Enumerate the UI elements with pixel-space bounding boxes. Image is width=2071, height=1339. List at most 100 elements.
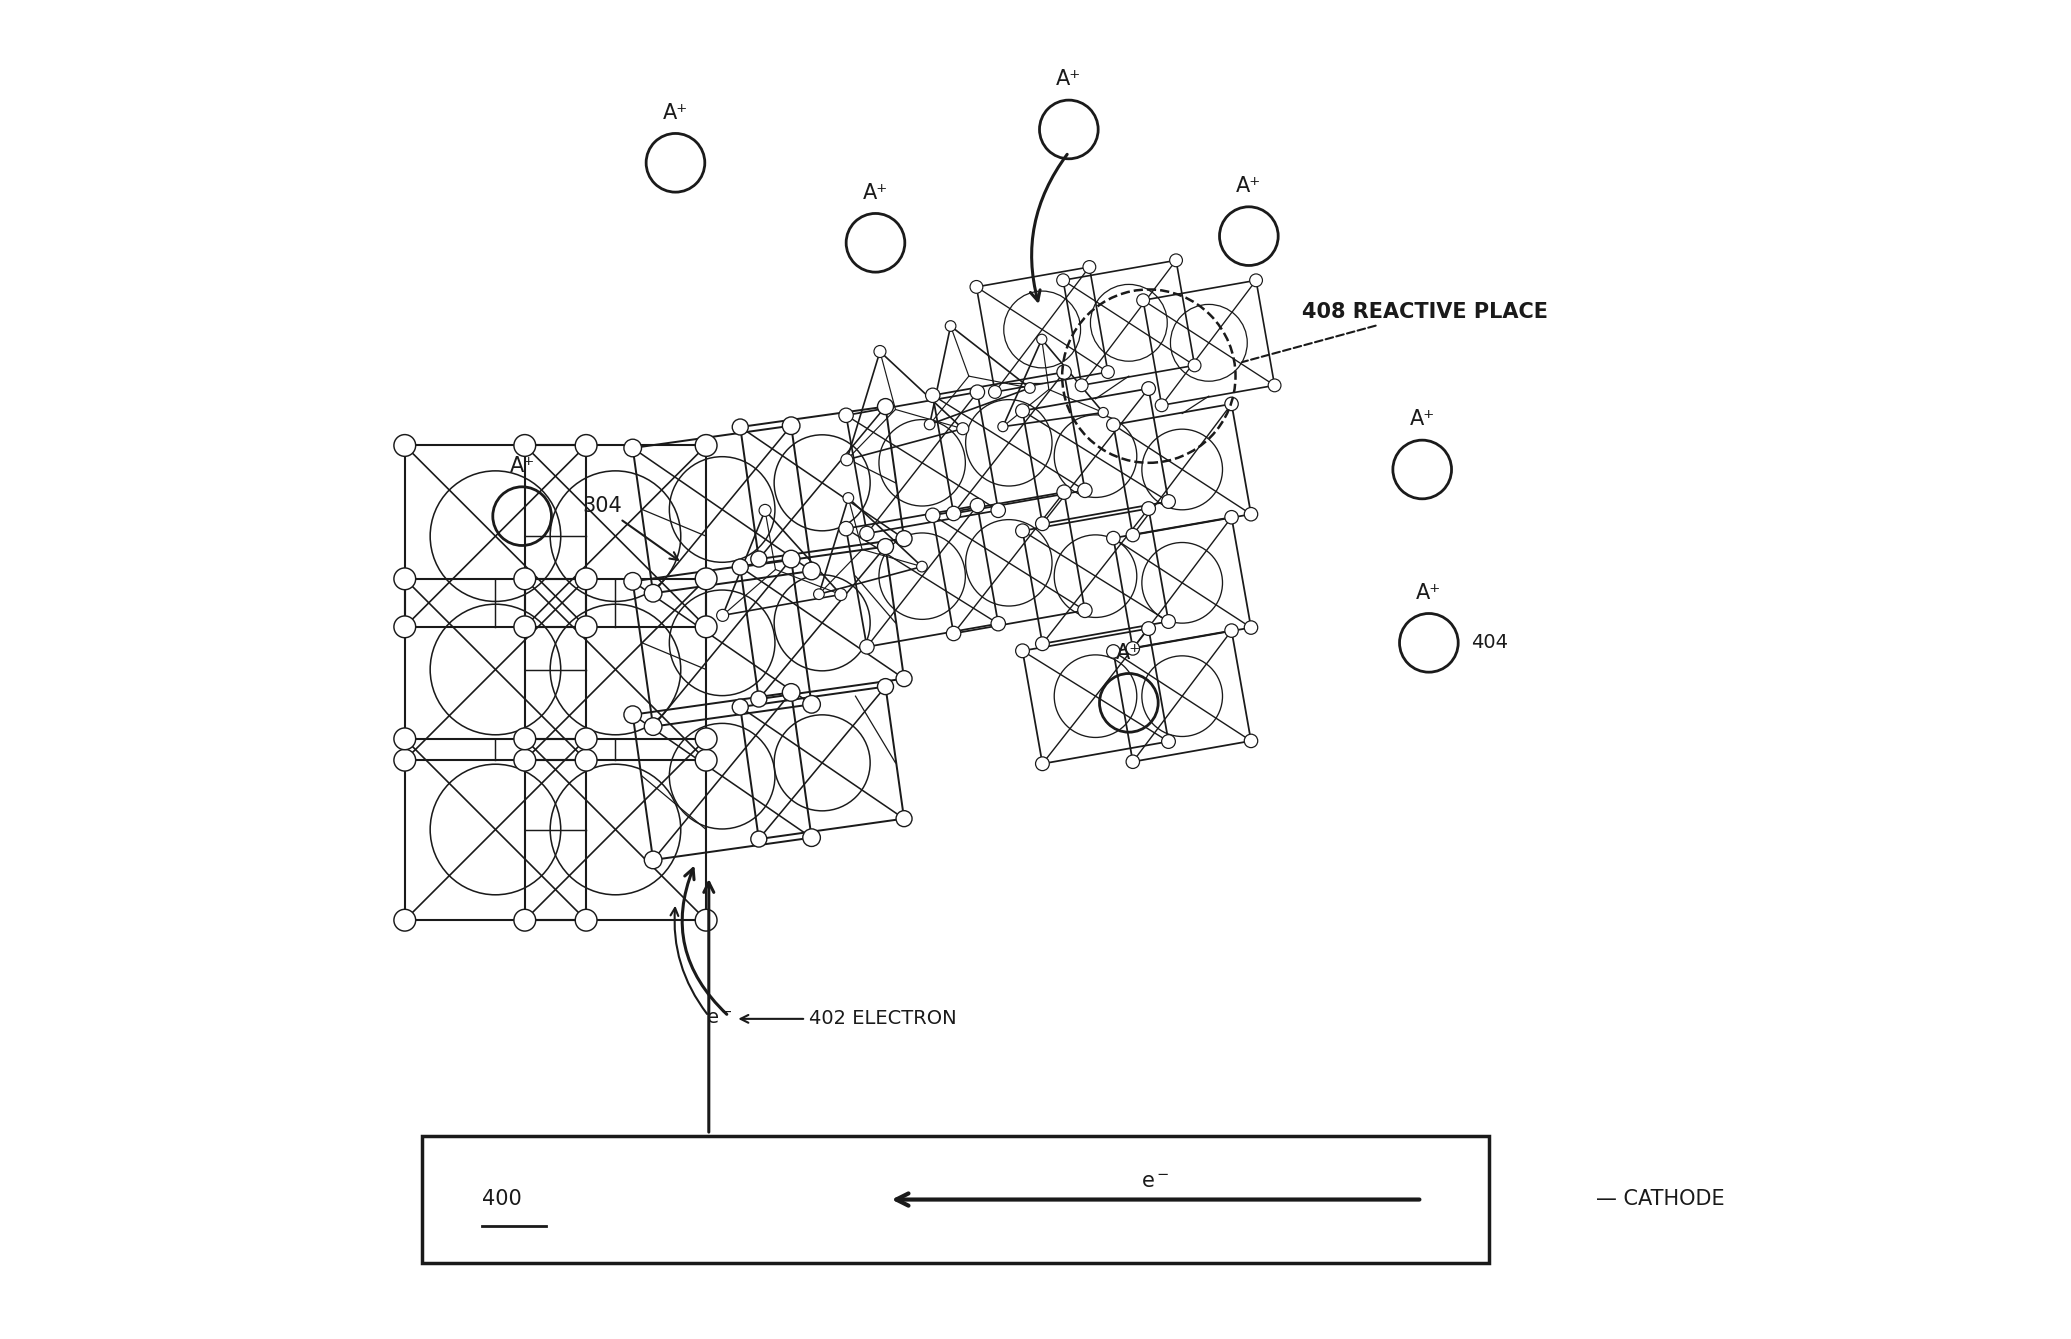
Circle shape [1056,366,1071,379]
Circle shape [1036,757,1050,771]
Circle shape [969,280,984,293]
Circle shape [1245,507,1257,521]
Circle shape [696,568,717,589]
Circle shape [696,728,717,750]
Circle shape [835,589,847,600]
Circle shape [1156,399,1168,411]
Text: 400: 400 [483,1189,522,1209]
Text: A⁺: A⁺ [1410,410,1435,430]
Circle shape [514,909,536,931]
Circle shape [1127,529,1139,542]
Circle shape [1015,404,1029,418]
Circle shape [760,505,770,517]
Circle shape [783,684,799,702]
Circle shape [946,506,961,521]
Circle shape [733,558,748,574]
Circle shape [926,388,940,403]
Circle shape [644,584,663,603]
Circle shape [944,320,957,331]
Circle shape [917,561,928,572]
Circle shape [1056,485,1071,499]
Circle shape [623,573,642,590]
Circle shape [992,503,1004,518]
Circle shape [1137,293,1149,307]
Circle shape [1245,621,1257,635]
Circle shape [839,408,853,423]
Circle shape [839,521,853,536]
Text: e$^-$: e$^-$ [1141,1172,1170,1192]
Circle shape [924,419,934,430]
Circle shape [1038,335,1046,344]
Circle shape [843,493,853,503]
Circle shape [576,909,596,931]
Circle shape [992,616,1004,631]
Circle shape [1098,407,1108,418]
Circle shape [878,399,893,415]
Circle shape [926,507,940,522]
Circle shape [717,609,729,621]
Circle shape [874,345,886,358]
Circle shape [804,562,820,580]
Circle shape [1077,603,1091,617]
Circle shape [752,832,766,848]
Circle shape [897,671,911,687]
Circle shape [1056,274,1069,287]
Circle shape [1127,641,1139,655]
Circle shape [393,435,416,457]
Circle shape [804,695,820,714]
Circle shape [1106,644,1120,659]
Circle shape [1267,379,1282,392]
Circle shape [644,718,663,735]
Circle shape [946,627,961,640]
Text: 304: 304 [582,497,677,560]
Circle shape [1224,398,1238,411]
Circle shape [897,530,911,546]
Text: — CATHODE: — CATHODE [1595,1189,1725,1209]
Circle shape [393,616,416,637]
Circle shape [1106,532,1120,545]
Circle shape [783,550,799,568]
Circle shape [1162,494,1176,509]
Circle shape [644,852,663,869]
Circle shape [696,616,717,637]
Circle shape [1077,483,1091,498]
Circle shape [804,829,820,846]
Circle shape [878,679,893,695]
Circle shape [1015,644,1029,657]
Text: 408 REACTIVE PLACE: 408 REACTIVE PLACE [1243,303,1549,362]
Circle shape [1075,379,1087,392]
Circle shape [1245,734,1257,747]
Circle shape [1141,621,1156,636]
Circle shape [576,435,596,457]
Text: A⁺: A⁺ [663,103,688,123]
Circle shape [969,384,984,399]
Circle shape [514,435,536,457]
Circle shape [514,728,536,750]
Circle shape [998,422,1009,431]
Text: 402 ELECTRON: 402 ELECTRON [741,1010,957,1028]
Circle shape [878,538,893,554]
Circle shape [1036,637,1050,651]
Text: A⁺: A⁺ [1236,177,1261,195]
Circle shape [814,589,824,600]
Circle shape [1249,274,1263,287]
Circle shape [1162,615,1176,628]
Circle shape [733,699,748,715]
Text: A⁺: A⁺ [509,457,534,477]
Circle shape [1102,366,1114,379]
Bar [422,1137,1489,1263]
Circle shape [1127,755,1139,769]
Text: A⁺: A⁺ [864,183,888,202]
Circle shape [752,691,766,707]
Circle shape [1036,517,1050,530]
Circle shape [623,706,642,723]
Text: 404: 404 [1472,633,1508,652]
Text: A⁺: A⁺ [1056,70,1081,90]
Circle shape [1224,510,1238,524]
Circle shape [576,568,596,589]
Circle shape [696,909,717,931]
Circle shape [393,750,416,771]
Circle shape [393,728,416,750]
Circle shape [1141,502,1156,516]
Text: A⁺: A⁺ [1417,582,1441,603]
